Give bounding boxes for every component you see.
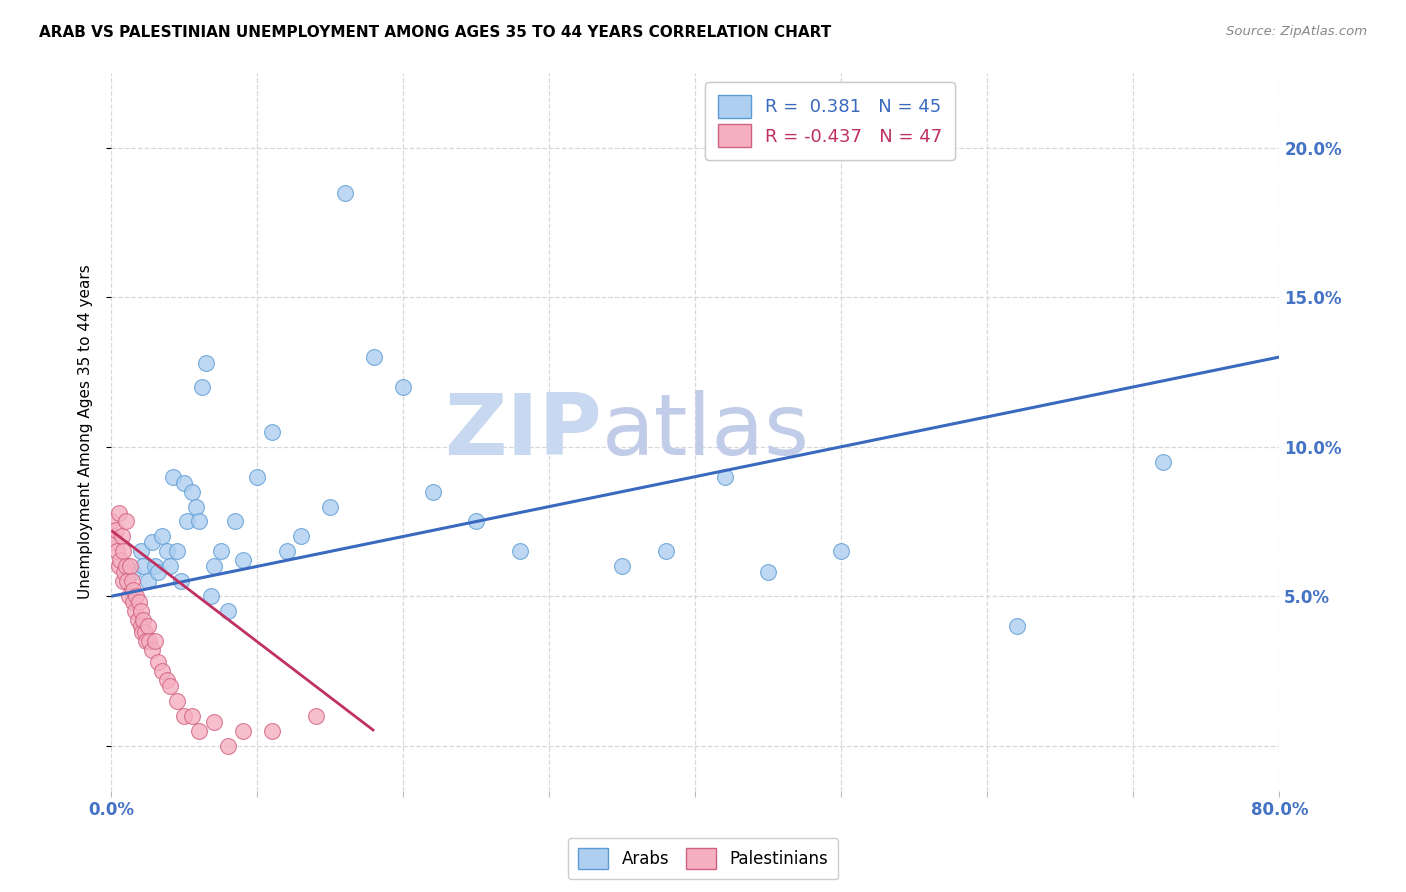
Text: ZIP: ZIP	[444, 391, 602, 474]
Point	[108, 553, 131, 567]
Point	[111, 544, 134, 558]
Point	[159, 679, 181, 693]
Point	[118, 589, 141, 603]
Point	[129, 544, 152, 558]
Legend: R =  0.381   N = 45, R = -0.437   N = 47: R = 0.381 N = 45, R = -0.437 N = 47	[706, 82, 955, 160]
Point	[115, 515, 138, 529]
Point	[103, 535, 125, 549]
Point	[202, 714, 225, 729]
Point	[152, 664, 174, 678]
Text: Source: ZipAtlas.com: Source: ZipAtlas.com	[1226, 25, 1367, 38]
Point	[100, 515, 122, 529]
Point	[305, 709, 328, 723]
Point	[156, 673, 179, 687]
Point	[120, 559, 142, 574]
Point	[143, 559, 166, 574]
Point	[107, 559, 129, 574]
Point	[209, 544, 232, 558]
Point	[143, 634, 166, 648]
Point	[132, 613, 155, 627]
Point	[107, 506, 129, 520]
Point	[756, 566, 779, 580]
Point	[363, 350, 385, 364]
Point	[202, 559, 225, 574]
Point	[152, 529, 174, 543]
Point	[115, 559, 138, 574]
Point	[655, 544, 678, 558]
Point	[276, 544, 298, 558]
Point	[111, 574, 134, 589]
Point	[115, 559, 138, 574]
Point	[465, 515, 488, 529]
Point	[101, 529, 124, 543]
Point	[509, 544, 531, 558]
Point	[612, 559, 634, 574]
Point	[124, 604, 146, 618]
Point	[166, 694, 188, 708]
Point	[125, 589, 148, 603]
Point	[180, 484, 202, 499]
Point	[159, 559, 181, 574]
Point	[122, 566, 145, 580]
Point	[114, 566, 136, 580]
Point	[105, 544, 128, 558]
Text: atlas: atlas	[602, 391, 810, 474]
Point	[176, 515, 198, 529]
Y-axis label: Unemployment Among Ages 35 to 44 years: Unemployment Among Ages 35 to 44 years	[79, 264, 93, 599]
Point	[1005, 619, 1028, 633]
Point	[195, 356, 218, 370]
Text: ARAB VS PALESTINIAN UNEMPLOYMENT AMONG AGES 35 TO 44 YEARS CORRELATION CHART: ARAB VS PALESTINIAN UNEMPLOYMENT AMONG A…	[39, 25, 831, 40]
Point	[132, 559, 155, 574]
Point	[173, 709, 195, 723]
Point	[166, 544, 188, 558]
Point	[319, 500, 342, 514]
Point	[333, 186, 356, 200]
Point	[260, 425, 283, 439]
Point	[122, 583, 145, 598]
Point	[392, 380, 415, 394]
Point	[260, 723, 283, 738]
Point	[141, 535, 163, 549]
Point	[224, 515, 246, 529]
Point	[129, 604, 152, 618]
Point	[110, 529, 132, 543]
Point	[217, 604, 239, 618]
Point	[156, 544, 179, 558]
Point	[122, 595, 145, 609]
Point	[136, 574, 159, 589]
Point	[141, 643, 163, 657]
Legend: Arabs, Palestinians: Arabs, Palestinians	[568, 838, 838, 880]
Point	[290, 529, 312, 543]
Point	[170, 574, 193, 589]
Point	[1152, 455, 1174, 469]
Point	[187, 723, 209, 738]
Point	[136, 619, 159, 633]
Point	[173, 475, 195, 490]
Point	[146, 655, 169, 669]
Point	[131, 625, 153, 640]
Point	[713, 469, 735, 483]
Point	[232, 553, 254, 567]
Point	[128, 595, 150, 609]
Point	[129, 619, 152, 633]
Point	[127, 613, 149, 627]
Point	[135, 634, 157, 648]
Point	[830, 544, 852, 558]
Point	[138, 634, 160, 648]
Point	[191, 380, 214, 394]
Point	[422, 484, 444, 499]
Point	[232, 723, 254, 738]
Point	[217, 739, 239, 753]
Point	[121, 574, 143, 589]
Point	[134, 625, 156, 640]
Point	[184, 500, 207, 514]
Point	[180, 709, 202, 723]
Point	[187, 515, 209, 529]
Point	[104, 524, 127, 538]
Point	[117, 574, 139, 589]
Point	[162, 469, 184, 483]
Point	[146, 566, 169, 580]
Point	[246, 469, 269, 483]
Point	[200, 589, 222, 603]
